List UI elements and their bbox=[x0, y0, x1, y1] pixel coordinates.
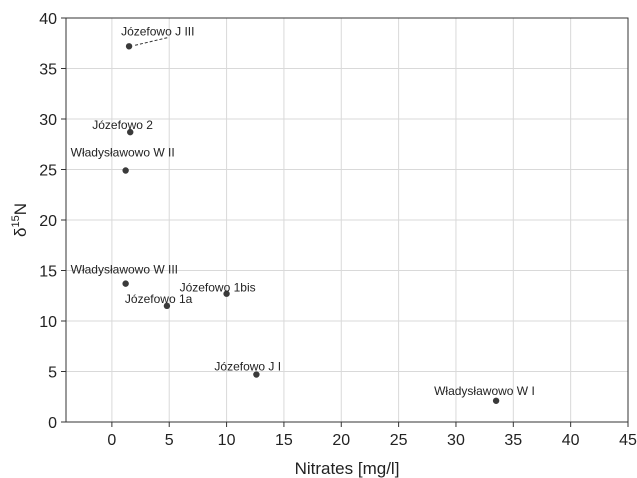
data-point bbox=[122, 167, 129, 174]
axes: 0 5 10 15 20 25 30 35 40 45 0 5 10 15 20 25 30 35 40 bbox=[39, 11, 637, 449]
point-label: Józefowo 1a bbox=[125, 292, 193, 306]
point-label: Józefowo J III bbox=[121, 24, 194, 38]
y-tick-label: 5 bbox=[48, 365, 57, 382]
x-tick-label: 5 bbox=[165, 432, 174, 449]
data-point bbox=[492, 397, 500, 404]
grid bbox=[66, 17, 629, 423]
point-label: Józefowo J I bbox=[214, 360, 281, 374]
point-label: Józefowo 2 bbox=[92, 118, 153, 132]
x-tick-label: 15 bbox=[275, 432, 293, 449]
x-tick-label: 30 bbox=[447, 432, 465, 449]
point-label: Władysławowo W II bbox=[71, 146, 175, 160]
label-leader-line bbox=[134, 36, 170, 46]
x-tick-label: 45 bbox=[619, 432, 637, 449]
y-tick-label: 40 bbox=[39, 11, 57, 28]
y-axis-title-superscript: 15 bbox=[10, 215, 22, 227]
x-tick-label: 35 bbox=[504, 432, 522, 449]
x-tick-label: 20 bbox=[332, 432, 350, 449]
y-tick-label: 20 bbox=[39, 213, 57, 230]
y-axis-title: δ15N bbox=[10, 203, 30, 237]
point-labels: Józefowo J III Józefowo 2 Władysławowo W I… bbox=[71, 24, 535, 398]
y-tick-label: 0 bbox=[48, 415, 57, 432]
y-tick-label: 10 bbox=[39, 314, 57, 331]
point-label: Józefowo 1bis bbox=[180, 281, 256, 295]
data-point bbox=[163, 302, 171, 310]
x-tick-label: 0 bbox=[107, 432, 116, 449]
x-tick-label: 25 bbox=[390, 432, 408, 449]
point-label: Władysławowo W I bbox=[434, 384, 535, 398]
x-tick-label: 40 bbox=[562, 432, 580, 449]
data-point bbox=[253, 371, 260, 378]
y-axis-title-tail: N bbox=[11, 203, 30, 215]
data-point bbox=[223, 290, 230, 297]
data-point bbox=[125, 43, 133, 50]
leader-lines bbox=[134, 36, 170, 46]
y-tick-label: 35 bbox=[39, 62, 57, 79]
data-points bbox=[122, 43, 500, 404]
y-tick-label: 25 bbox=[39, 163, 57, 180]
data-point bbox=[127, 128, 134, 136]
data-point bbox=[122, 280, 129, 287]
x-tick-label: 10 bbox=[218, 432, 236, 449]
y-tick-label: 15 bbox=[39, 264, 57, 281]
point-label: Władysławowo W III bbox=[71, 263, 178, 277]
x-axis-title: Nitrates [mg/l] bbox=[295, 459, 400, 478]
y-axis-title-main: δ bbox=[11, 228, 30, 237]
y-tick-label: 30 bbox=[39, 112, 57, 129]
